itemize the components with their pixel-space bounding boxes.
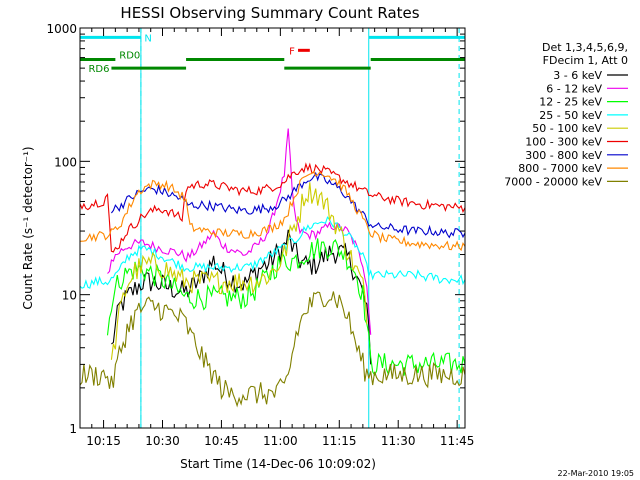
plot-data-layer (80, 28, 465, 428)
y-axis-title: Count Rate (s⁻¹ detector⁻¹) (21, 146, 35, 309)
y-tick-label: 10 (62, 289, 77, 303)
y-axis: 1 10 100 1000 (46, 22, 465, 436)
series-line-100-300-keV (80, 162, 465, 253)
y-tick-label: 100 (54, 155, 77, 169)
legend-label: 6 - 12 keV (546, 82, 602, 95)
series-line-300-800-keV (110, 171, 465, 239)
legend-label: 12 - 25 keV (539, 96, 602, 109)
flag-label-rd6: RD6 (88, 64, 109, 75)
x-tick-label: 11:45 (440, 434, 475, 448)
series-line-12-25-keV (106, 238, 465, 377)
legend-label: 3 - 6 keV (553, 69, 602, 82)
x-tick-label: 10:45 (204, 434, 239, 448)
x-tick-label: 11:15 (322, 434, 357, 448)
x-tick-label: 11:00 (263, 434, 298, 448)
legend-label: 100 - 300 keV (525, 136, 602, 149)
x-tick-label: 11:30 (381, 434, 416, 448)
series-line-7000-20000-keV (80, 291, 465, 408)
legend-label: 800 - 7000 keV (518, 162, 602, 175)
chart-title: HESSI Observing Summary Count Rates (120, 4, 419, 22)
series-line-6-12-keV (107, 128, 372, 335)
legend-label: 300 - 800 keV (525, 149, 602, 162)
y-tick-label: 1000 (46, 22, 77, 36)
flag-label-f: F (289, 46, 295, 57)
flag-label-rd0: RD0 (119, 51, 140, 62)
legend: Det 1,3,4,5,6,9, FDecim 1, Att 0 3 - 6 k… (504, 41, 628, 188)
legend-header-detectors: Det 1,3,4,5,6,9, (542, 41, 628, 54)
footer-date: 22-Mar-2010 19:05 (558, 469, 635, 478)
x-axis: 10:15 10:30 10:45 11:00 11:15 11:30 11:45 (79, 28, 475, 448)
legend-label: 25 - 50 keV (539, 109, 602, 122)
plot-frame (79, 27, 466, 429)
series-line-50-100-keV (110, 182, 368, 360)
series-line-3-6-keV (111, 229, 372, 365)
x-axis-title: Start Time (14-Dec-06 10:09:02) (180, 457, 376, 471)
legend-header-fdecim: FDecim 1, Att 0 (543, 54, 628, 67)
legend-label: 7000 - 20000 keV (504, 175, 602, 188)
legend-label: 50 - 100 keV (532, 122, 602, 135)
flag-label-n: N (144, 33, 151, 44)
y-tick-label: 1 (69, 422, 77, 436)
x-tick-label: 10:30 (145, 434, 180, 448)
x-tick-label: 10:15 (86, 434, 121, 448)
series-line-800-7000-keV (80, 170, 465, 252)
series-line-25-50-keV (80, 216, 465, 289)
